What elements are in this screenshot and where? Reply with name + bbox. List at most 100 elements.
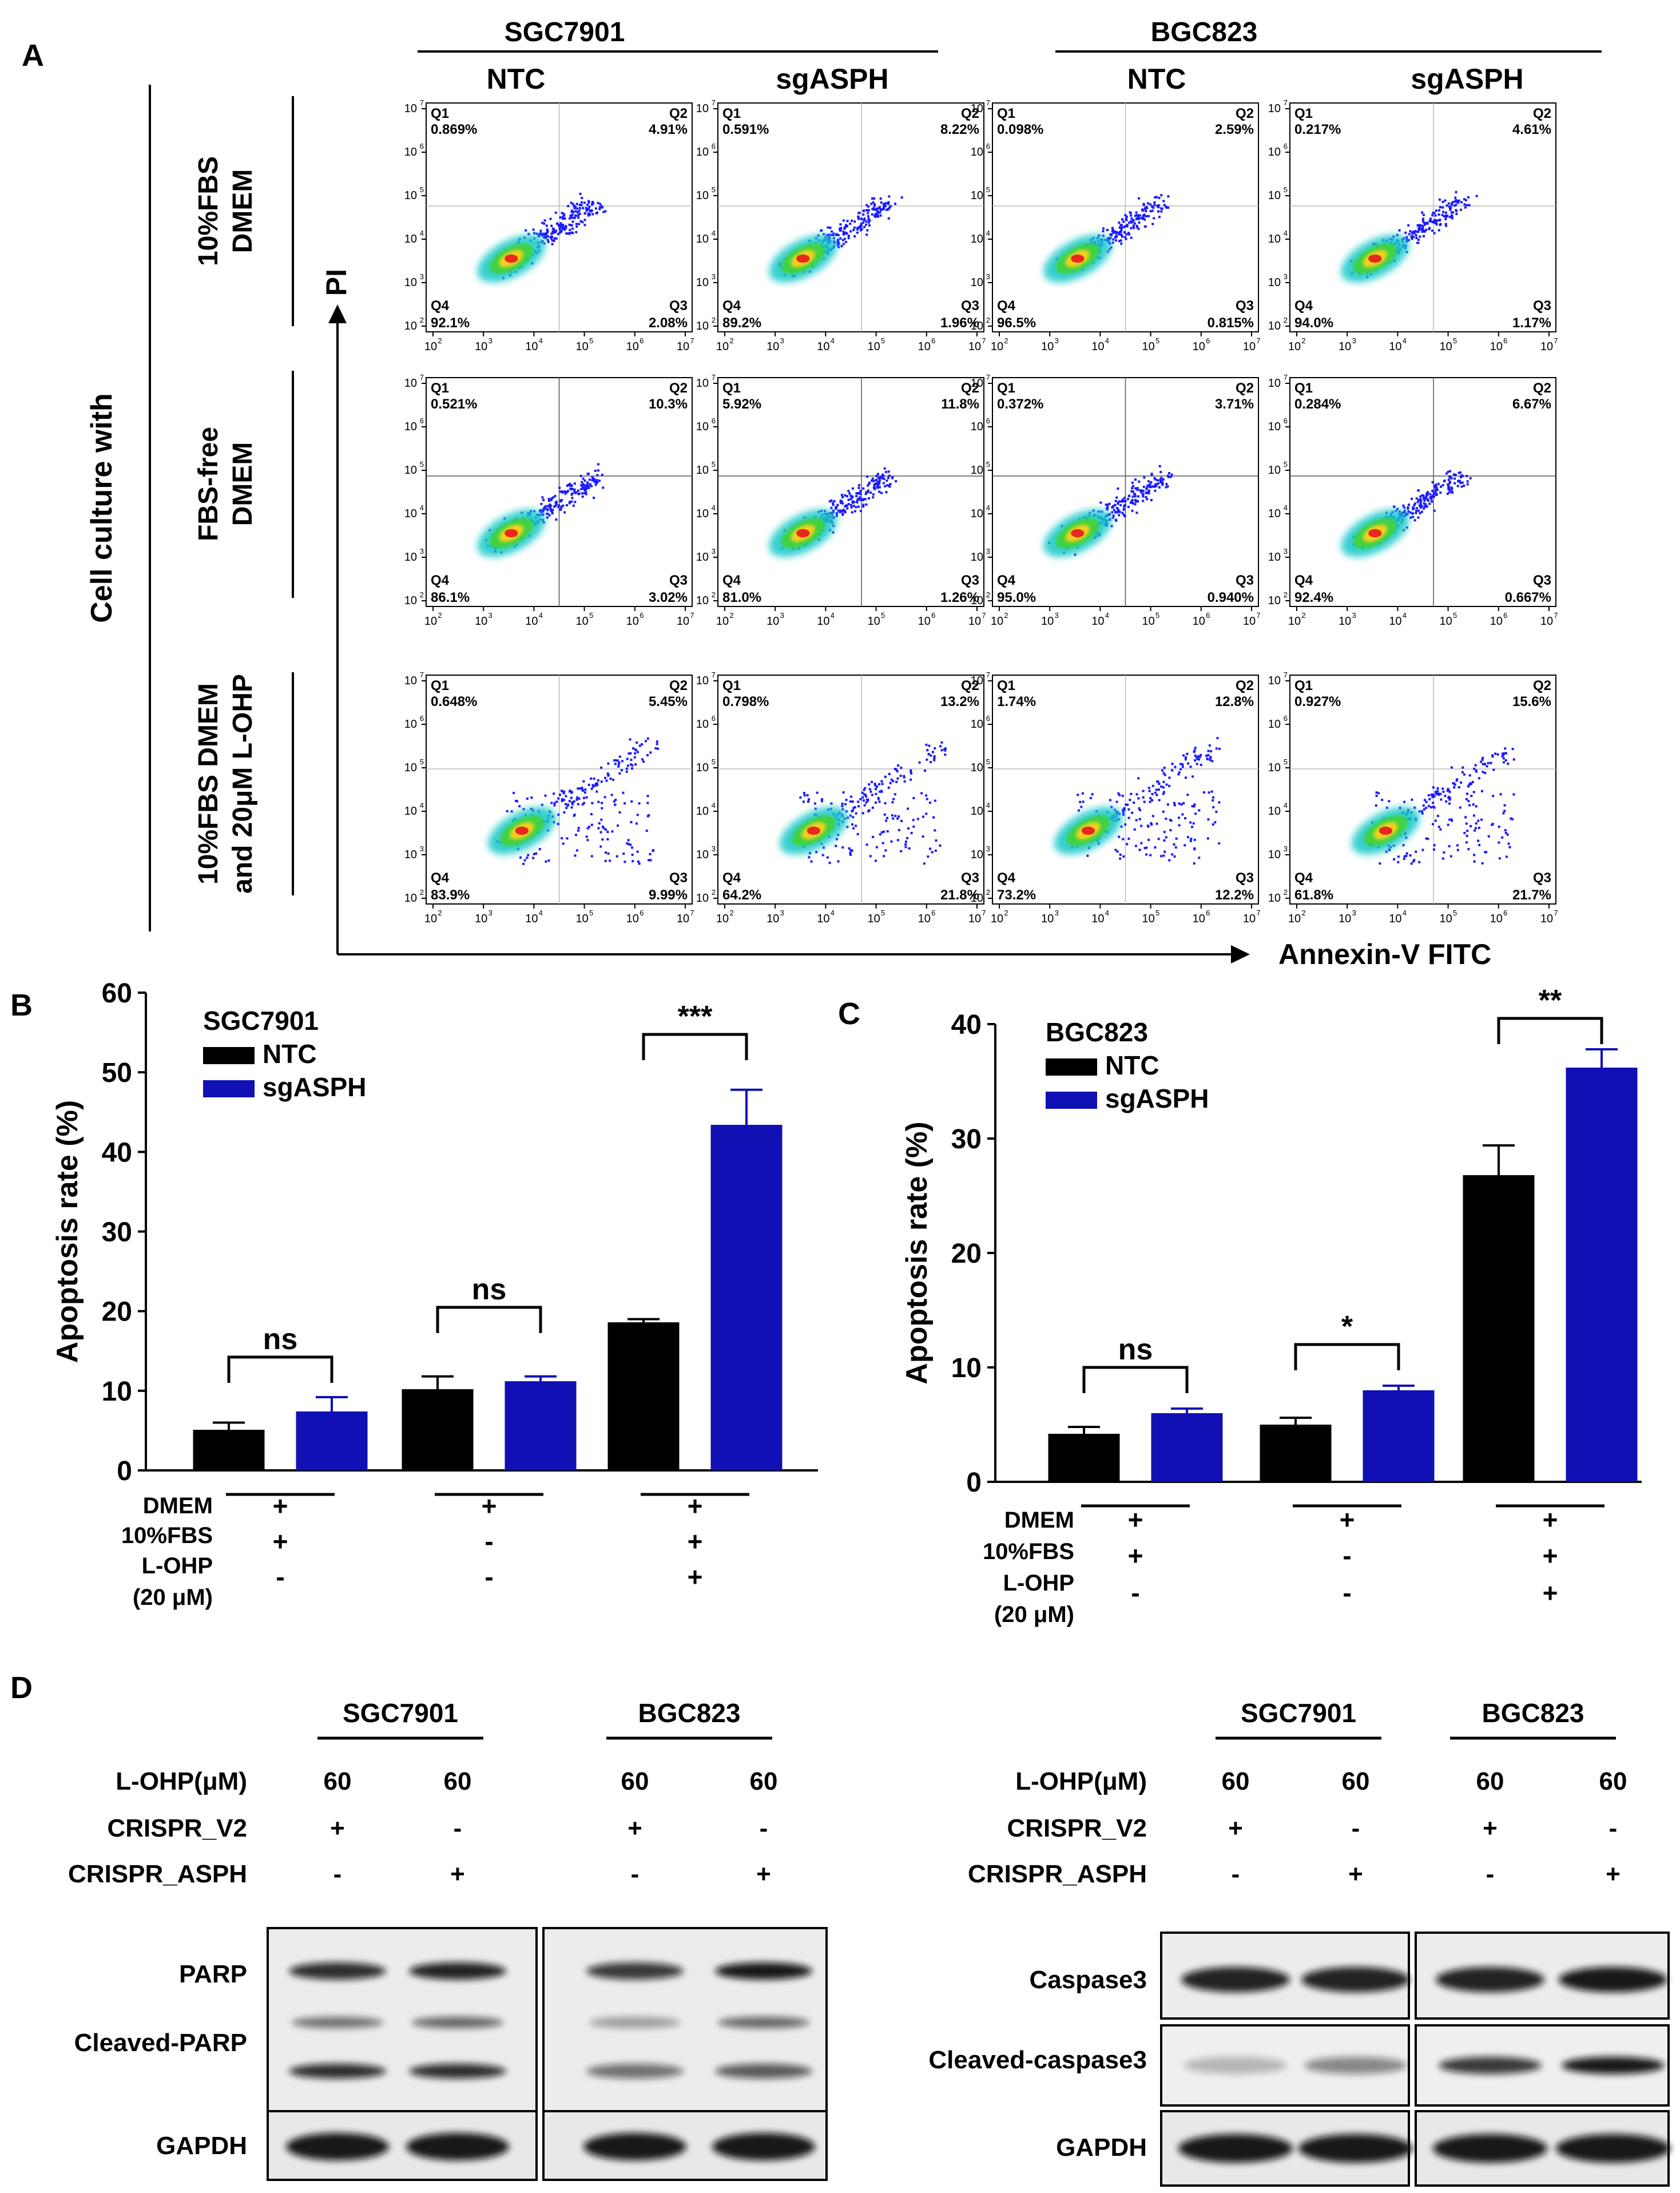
- scatter-point: [561, 490, 564, 493]
- significance-bracket: [436, 1306, 542, 1333]
- scatter-point: [1425, 221, 1428, 224]
- scatter-point: [844, 511, 847, 514]
- scatter-point: [1375, 794, 1378, 797]
- scatter-point: [1485, 851, 1488, 854]
- y-tick-label: 10: [971, 421, 983, 433]
- scatter-point: [1457, 786, 1460, 789]
- scatter-point: [830, 506, 833, 509]
- significance-bracket: [642, 1033, 748, 1060]
- y-tick-label: 10: [696, 718, 709, 731]
- scatter-point: [557, 224, 560, 227]
- scatter-point: [1469, 783, 1472, 786]
- scatter-point: [857, 217, 860, 220]
- scatter-point: [886, 484, 889, 487]
- scatter-point: [584, 788, 587, 791]
- scatter-point: [885, 819, 888, 822]
- significance-label: ***: [678, 1000, 713, 1033]
- scatter-point: [1473, 767, 1476, 770]
- lane-value: 60: [1342, 1767, 1370, 1795]
- scatter-point: [1208, 791, 1210, 794]
- scatter-point: [1146, 824, 1149, 827]
- q4-label: Q4: [1294, 870, 1313, 886]
- scatter-point: [876, 480, 879, 483]
- scatter-point: [940, 741, 943, 744]
- scatter-point: [1089, 796, 1092, 799]
- x-tick-label: 10: [1091, 615, 1104, 628]
- scatter-point: [1160, 855, 1163, 858]
- x-tick-exponent: 6: [931, 611, 935, 620]
- scatter-point: [1130, 792, 1133, 795]
- scatter-point: [1457, 471, 1460, 474]
- scatter-point: [626, 764, 629, 767]
- scatter-point: [1114, 235, 1117, 238]
- blot-cell-line-label: SGC7901: [343, 1698, 458, 1728]
- scatter-point: [1423, 502, 1425, 505]
- scatter-point: [569, 790, 571, 792]
- x-tick-exponent: 5: [589, 336, 593, 345]
- treatment-label: 10%FBS: [983, 1539, 1074, 1564]
- x-tick-label: 10: [575, 913, 588, 925]
- scatter-point: [828, 233, 831, 236]
- scatter-point: [1492, 795, 1495, 798]
- scatter-point: [912, 796, 915, 799]
- scatter-point: [1487, 762, 1490, 764]
- scatter-point: [1079, 800, 1082, 803]
- scatter-point: [879, 209, 882, 212]
- scatter-point: [1429, 496, 1432, 499]
- scatter-point: [1494, 752, 1497, 755]
- scatter-point: [583, 484, 586, 487]
- scatter-point: [1121, 795, 1124, 798]
- scatter-point: [596, 784, 599, 787]
- scatter-point: [1421, 230, 1424, 233]
- scatter-point: [582, 780, 585, 783]
- scatter-point: [585, 488, 587, 491]
- scatter-point: [1191, 805, 1194, 808]
- scatter-point: [1140, 842, 1143, 844]
- scatter-point: [1131, 481, 1134, 484]
- scatter-point: [644, 740, 647, 743]
- scatter-point: [849, 494, 852, 497]
- scatter-point: [888, 195, 891, 198]
- scatter-point: [1448, 818, 1451, 821]
- scatter-point: [556, 223, 559, 225]
- scatter-point: [886, 816, 889, 819]
- scatter-point: [543, 236, 546, 239]
- scatter-point: [1134, 493, 1137, 495]
- scatter-point: [1121, 511, 1124, 514]
- y-tick-label: 10: [696, 464, 709, 477]
- scatter-point: [885, 202, 888, 205]
- scatter-point: [895, 480, 897, 483]
- scatter-point: [543, 219, 546, 222]
- density-red: [505, 254, 518, 263]
- scatter-point: [630, 820, 633, 823]
- x-tick-exponent: 5: [881, 611, 885, 620]
- scatter-point: [1444, 223, 1447, 225]
- x-tick-exponent: 3: [1352, 909, 1356, 917]
- x-tick-exponent: 4: [1105, 336, 1109, 345]
- scatter-point: [582, 484, 585, 487]
- scatter-point: [1210, 750, 1213, 753]
- scatter-point: [599, 203, 602, 205]
- scatter-point: [848, 492, 851, 495]
- scatter-point: [1413, 519, 1416, 522]
- scatter-point: [532, 228, 535, 231]
- scatter-point: [821, 798, 824, 800]
- scatter-point: [865, 503, 868, 506]
- scatter-point: [586, 484, 589, 487]
- scatter-point: [855, 824, 857, 827]
- scatter-point: [1423, 499, 1426, 502]
- scatter-point: [579, 220, 582, 223]
- q2-label: Q2: [1533, 380, 1551, 396]
- treatment-sign: +: [273, 1526, 288, 1556]
- scatter-point: [872, 207, 875, 209]
- x-tick-label: 10: [424, 615, 437, 628]
- scatter-point: [1124, 503, 1127, 506]
- q4-value: 73.2%: [997, 887, 1036, 903]
- x-tick-label: 10: [525, 615, 538, 628]
- scatter-point: [1447, 788, 1449, 791]
- scatter-point: [1432, 848, 1435, 851]
- scatter-point: [558, 486, 561, 489]
- scatter-point: [871, 477, 874, 480]
- scatter-point: [1120, 233, 1123, 236]
- scatter-point: [883, 813, 886, 816]
